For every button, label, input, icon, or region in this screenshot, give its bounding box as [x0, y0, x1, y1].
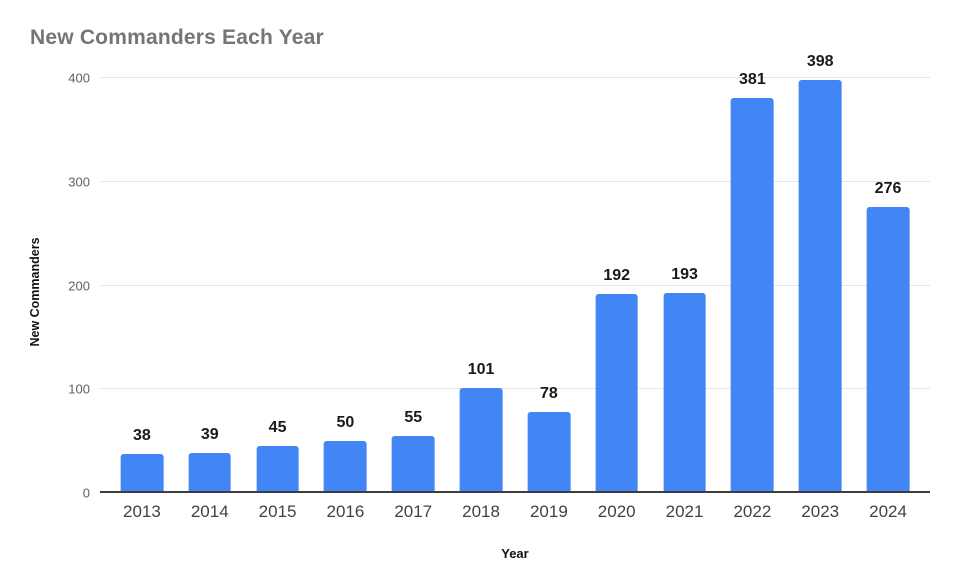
- gridline: [100, 388, 930, 390]
- bar-slot: 192 2020: [583, 78, 651, 521]
- bar-slot: 45 2015: [244, 78, 312, 521]
- bar-value-label: 78: [539, 385, 558, 403]
- x-tick-label: 2017: [394, 502, 433, 521]
- bar-value-label: 45: [268, 419, 287, 437]
- bar-2018[interactable]: [459, 388, 503, 493]
- x-tick-label: 2024: [869, 502, 907, 521]
- bar-2020[interactable]: [595, 293, 639, 493]
- x-tick-label: 2023: [801, 502, 840, 521]
- gridline: [100, 77, 930, 78]
- x-tick-label: 2013: [123, 502, 161, 521]
- bar-value-label: 101: [467, 361, 495, 379]
- x-tick-label: 2021: [665, 502, 704, 521]
- bar-value-label: 193: [671, 265, 698, 283]
- x-tick-label: 2020: [597, 502, 636, 521]
- bar-value-label: 381: [739, 70, 766, 88]
- bar-value-label: 276: [874, 179, 902, 197]
- x-tick-label: 2022: [733, 502, 772, 521]
- bar-slot: 38 2013: [108, 78, 176, 521]
- y-tick-label: 300: [68, 174, 90, 190]
- bar-2015[interactable]: [256, 446, 299, 493]
- y-tick-label: 200: [68, 278, 90, 293]
- bar-slot: 50 2016: [311, 78, 379, 521]
- y-tick-label: 100: [68, 381, 90, 397]
- bar-2021[interactable]: [663, 292, 706, 493]
- bar-value-label: 39: [200, 425, 219, 443]
- x-tick-label: 2018: [462, 502, 500, 521]
- bar-2017[interactable]: [391, 435, 435, 493]
- x-tick-label: 2015: [258, 502, 297, 521]
- bar-slot: 39 2014: [176, 78, 244, 521]
- x-axis-baseline: [100, 491, 930, 493]
- gridline: [100, 284, 930, 286]
- bar-slot: 55 2017: [379, 78, 447, 521]
- chart-title: New Commanders Each Year: [30, 26, 324, 49]
- bar-2013[interactable]: [120, 453, 164, 493]
- bar-2016[interactable]: [324, 441, 367, 493]
- bar-2024[interactable]: [866, 206, 910, 493]
- bar-slot: 398 2023: [786, 53, 854, 521]
- y-tick-label: 400: [68, 70, 90, 86]
- x-tick-label: 2016: [326, 502, 365, 521]
- bar-value-label: 55: [404, 408, 423, 426]
- bar-value-label: 192: [603, 266, 631, 284]
- x-axis-title: Year: [501, 546, 529, 561]
- bar-slot: 276 2024: [854, 78, 922, 521]
- bar-slot: 78 2019: [515, 78, 583, 521]
- x-tick-label: 2019: [529, 502, 568, 521]
- y-axis-title: New Commanders: [28, 237, 42, 347]
- bar-2023[interactable]: [798, 80, 842, 493]
- bar-value-label: 398: [806, 53, 834, 71]
- bar-2014[interactable]: [188, 452, 232, 493]
- plot-area: 38 2013 39 2014 45 2015 50 2016 55 2017 101 2018 78 2…: [68, 53, 930, 521]
- gridline: [100, 180, 930, 182]
- bar-value-label: 50: [336, 414, 355, 432]
- bar-slots: 38 2013 39 2014 45 2015 50 2016 55 2017 101 2018 78 2…: [108, 53, 922, 521]
- bar-slot: 101 2018: [447, 78, 515, 521]
- bar-slot: 193 2021: [651, 78, 719, 521]
- bar-2019[interactable]: [527, 412, 571, 493]
- bar-slot: 381 2022: [718, 71, 786, 521]
- x-tick-label: 2014: [190, 502, 229, 521]
- y-tick-label: 0: [82, 485, 90, 501]
- bar-2022[interactable]: [731, 97, 774, 493]
- bar-value-label: 38: [133, 426, 151, 444]
